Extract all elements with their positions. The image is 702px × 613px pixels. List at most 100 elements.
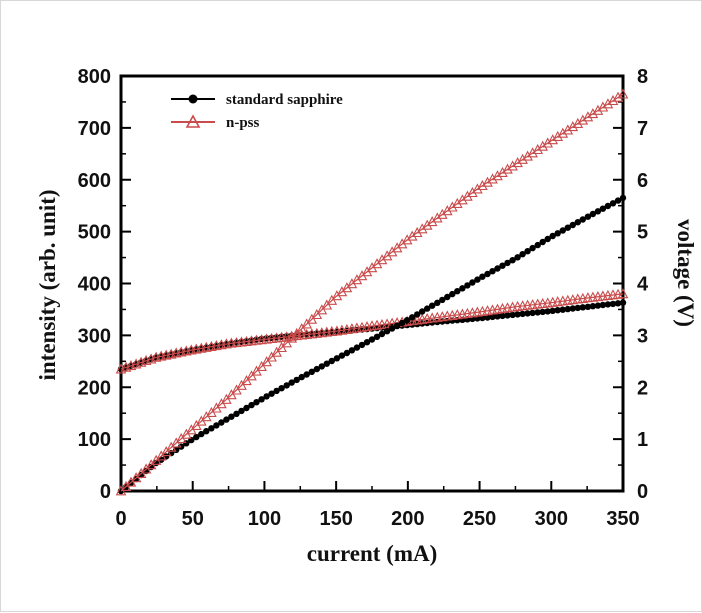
n-pss-intensity-marker bbox=[557, 127, 569, 138]
legend-npss-marker bbox=[185, 114, 201, 128]
standard-sapphire-intensity-marker bbox=[449, 290, 456, 298]
n-pss-intensity-marker bbox=[467, 186, 478, 198]
standard-sapphire-intensity-marker bbox=[228, 413, 235, 420]
left-y-tick-label: 800 bbox=[78, 66, 111, 88]
standard-sapphire-intensity-marker bbox=[464, 282, 471, 289]
n-pss-intensity-marker bbox=[487, 173, 498, 184]
n-pss-intensity-marker bbox=[266, 351, 277, 362]
standard-sapphire-voltage-marker bbox=[534, 309, 541, 316]
standard-sapphire-intensity-marker bbox=[198, 430, 205, 438]
legend: standard sapphire n-pss bbox=[171, 92, 343, 131]
left-y-tick-label: 200 bbox=[78, 377, 111, 399]
standard-sapphire-voltage-marker bbox=[489, 313, 496, 321]
n-pss-intensity-marker bbox=[542, 137, 554, 148]
left-y-tick-label: 600 bbox=[78, 170, 111, 192]
standard-sapphire-intensity-marker bbox=[283, 382, 290, 389]
n-pss-intensity-marker bbox=[522, 150, 533, 161]
standard-sapphire-intensity-marker bbox=[569, 221, 576, 229]
n-pss-voltage-marker bbox=[617, 288, 629, 299]
n-pss-voltage-line bbox=[120, 293, 624, 370]
standard-sapphire-intensity-marker bbox=[584, 213, 592, 220]
n-pss-intensity-marker bbox=[607, 94, 619, 106]
n-pss-intensity-marker bbox=[602, 98, 614, 109]
standard-sapphire-intensity-marker bbox=[373, 333, 381, 340]
standard-sapphire-intensity-marker bbox=[378, 330, 386, 338]
standard-sapphire-intensity-marker bbox=[273, 387, 280, 395]
standard-sapphire-intensity-marker bbox=[474, 276, 481, 283]
standard-sapphire-voltage-marker bbox=[539, 308, 546, 316]
standard-sapphire-intensity-marker bbox=[539, 238, 546, 246]
legend-standard-marker bbox=[188, 94, 198, 104]
standard-sapphire-intensity-marker bbox=[444, 293, 451, 301]
standard-sapphire-intensity-marker bbox=[439, 296, 446, 304]
standard-sapphire-intensity-marker bbox=[393, 322, 401, 329]
n-pss-intensity-marker bbox=[517, 153, 528, 164]
standard-sapphire-intensity-marker bbox=[489, 268, 496, 275]
n-pss-intensity-marker bbox=[547, 134, 559, 145]
standard-sapphire-intensity-marker bbox=[358, 341, 366, 349]
right-y-tick-label: 5 bbox=[637, 222, 648, 244]
standard-sapphire-intensity-marker bbox=[368, 336, 376, 343]
standard-sapphire-intensity-marker bbox=[534, 241, 541, 249]
standard-sapphire-intensity-marker bbox=[579, 216, 586, 223]
standard-sapphire-intensity-marker bbox=[233, 410, 240, 417]
right-y-tick-label: 3 bbox=[637, 325, 648, 347]
left-y-tick-label: 400 bbox=[78, 274, 111, 296]
n-pss-intensity-marker bbox=[612, 91, 624, 102]
x-tick-label: 350 bbox=[606, 508, 639, 530]
standard-sapphire-voltage-marker bbox=[619, 299, 627, 306]
standard-sapphire-voltage-marker bbox=[529, 309, 536, 317]
standard-sapphire-intensity-marker bbox=[403, 317, 411, 324]
n-pss-intensity-marker bbox=[532, 143, 544, 155]
standard-sapphire-intensity-marker bbox=[298, 373, 305, 381]
standard-sapphire-voltage-marker bbox=[569, 305, 576, 312]
x-tick-label: 100 bbox=[248, 508, 281, 530]
standard-sapphire-intensity-marker bbox=[499, 262, 506, 269]
standard-sapphire-intensity-marker bbox=[564, 224, 571, 231]
n-pss-intensity-marker bbox=[507, 160, 518, 171]
standard-sapphire-voltage-marker bbox=[584, 303, 592, 310]
standard-sapphire-intensity-marker bbox=[203, 428, 210, 435]
standard-sapphire-intensity-marker bbox=[524, 248, 531, 255]
standard-sapphire-intensity-marker bbox=[193, 433, 200, 441]
left-y-tick-label: 300 bbox=[78, 325, 111, 347]
n-pss-intensity-marker bbox=[597, 101, 609, 112]
standard-sapphire-intensity-marker bbox=[218, 419, 225, 426]
left-y-axis-label: intensity (arb. unit) bbox=[35, 189, 60, 380]
standard-sapphire-voltage-marker bbox=[504, 312, 511, 319]
standard-sapphire-intensity-marker bbox=[258, 396, 265, 403]
n-pss-intensity-marker bbox=[512, 157, 523, 168]
standard-sapphire-intensity-marker bbox=[574, 219, 581, 226]
right-y-tick-label: 2 bbox=[637, 377, 648, 399]
standard-sapphire-intensity-marker bbox=[479, 273, 486, 280]
left-y-axis-ticks: 0 100 200 300 400 500 600 700 800 bbox=[78, 66, 131, 503]
standard-sapphire-intensity-marker bbox=[509, 257, 516, 264]
n-pss-intensity-marker bbox=[431, 212, 443, 223]
standard-sapphire-intensity-marker bbox=[383, 328, 391, 335]
n-pss-intensity-marker bbox=[421, 219, 433, 230]
left-y-tick-label: 700 bbox=[78, 118, 111, 140]
standard-sapphire-voltage-marker bbox=[599, 301, 607, 309]
n-pss-intensity-marker bbox=[562, 124, 574, 135]
legend-standard-label: standard sapphire bbox=[226, 92, 343, 108]
standard-sapphire-intensity-marker bbox=[514, 254, 521, 261]
standard-sapphire-voltage-marker bbox=[519, 310, 526, 318]
standard-sapphire-voltage-marker bbox=[549, 307, 556, 314]
standard-sapphire-intensity-marker bbox=[223, 416, 230, 423]
standard-sapphire-intensity-marker bbox=[363, 339, 371, 346]
standard-sapphire-intensity-marker bbox=[318, 363, 325, 370]
x-tick-label: 200 bbox=[391, 508, 424, 530]
standard-sapphire-intensity-marker bbox=[253, 399, 260, 406]
n-pss-intensity-marker bbox=[492, 170, 503, 181]
standard-sapphire-voltage-marker bbox=[574, 304, 581, 312]
standard-sapphire-intensity-marker bbox=[459, 285, 466, 292]
standard-sapphire-intensity-marker bbox=[494, 265, 501, 272]
standard-sapphire-intensity-marker bbox=[504, 259, 511, 267]
n-pss-intensity-marker bbox=[472, 183, 483, 194]
standard-sapphire-voltage-marker bbox=[589, 303, 597, 310]
n-pss-intensity-marker bbox=[567, 121, 579, 132]
x-tick-label: 250 bbox=[463, 508, 496, 530]
right-y-tick-label: 1 bbox=[637, 429, 648, 451]
right-y-tick-label: 8 bbox=[637, 66, 648, 88]
